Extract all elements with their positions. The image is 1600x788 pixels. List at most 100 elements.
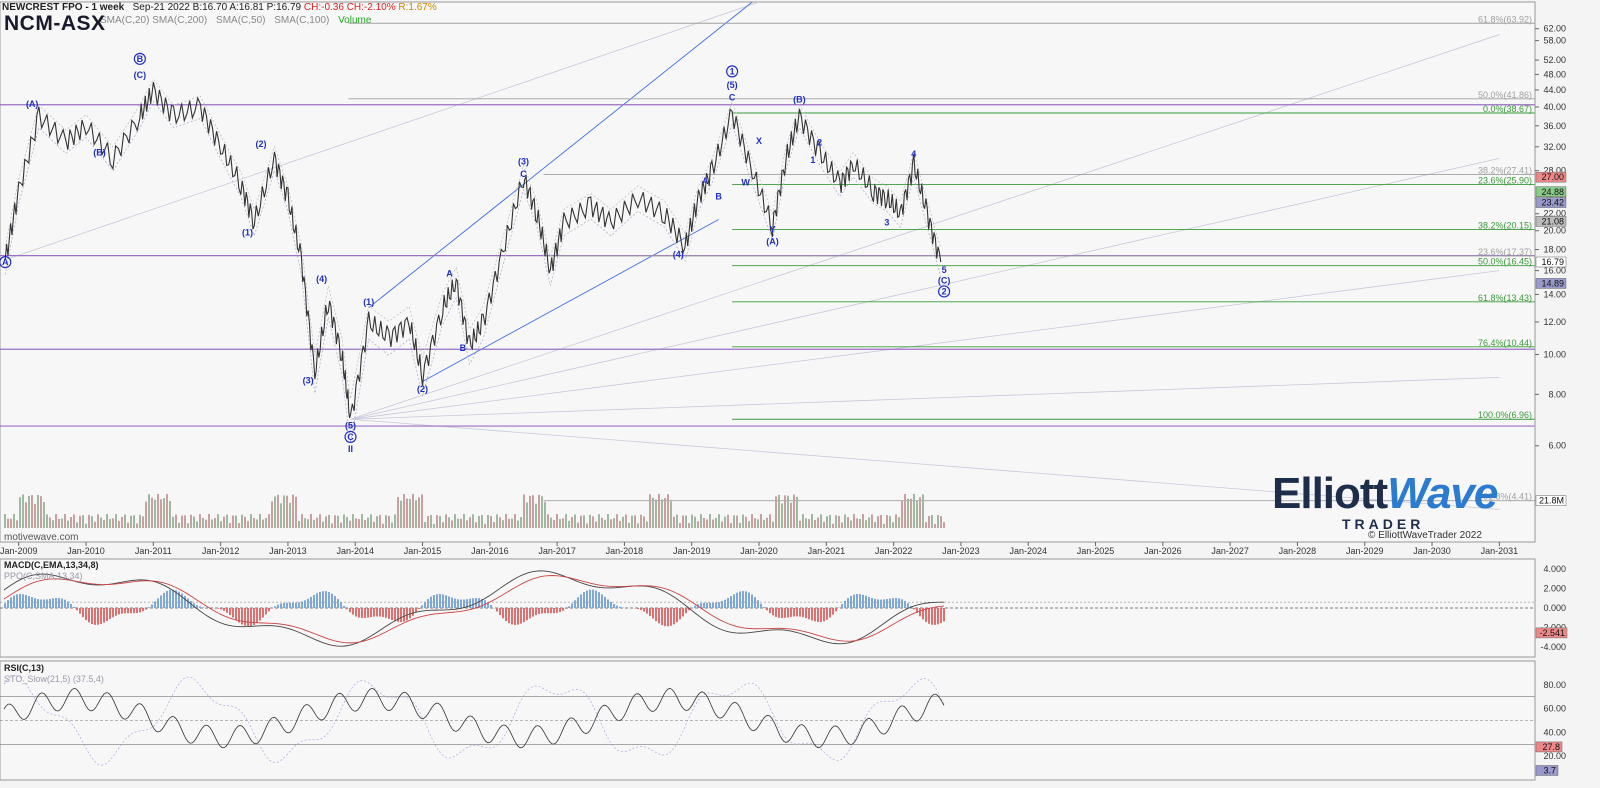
volume-bar [721, 521, 723, 528]
macd-hist [355, 608, 357, 616]
x-tick-label-1: Jan-2010 [67, 546, 105, 556]
x-tick-label-18: Jan-2027 [1211, 546, 1249, 556]
macd-hist [235, 608, 237, 620]
macd-hist [727, 598, 729, 608]
volume-bar [73, 514, 75, 528]
macd-hist [115, 608, 117, 616]
macd-hist [433, 595, 435, 608]
macd-hist [883, 599, 885, 608]
volume-bar [415, 500, 417, 528]
macd-tick-0: 4.000 [1543, 564, 1566, 574]
volume-bar [226, 515, 228, 528]
macd-hist [85, 608, 87, 620]
macd-hist [820, 608, 822, 622]
macd-hist [862, 595, 864, 608]
volume-bar [319, 514, 321, 528]
rsi-last2: 3.7 [1543, 765, 1556, 775]
volume-bar [130, 516, 132, 528]
volume-bar [754, 518, 756, 528]
volume-bar [871, 514, 873, 528]
volume-bar [436, 515, 438, 528]
macd-hist [160, 595, 162, 608]
volume-bar [601, 518, 603, 528]
fib-label-5: 38.2%(20.15) [1478, 220, 1532, 230]
macd-hist [322, 591, 324, 608]
volume-bar [364, 520, 366, 528]
volume-bar [382, 524, 384, 528]
volume-bar [454, 514, 456, 528]
ind-sma100[interactable]: SMA(C,100) [274, 15, 329, 26]
macd-hist [808, 608, 810, 619]
macd-hist [301, 602, 303, 608]
ind-volume[interactable]: Volume [338, 15, 371, 26]
wave-label-2: (B) [93, 147, 106, 157]
volume-bar [316, 518, 318, 528]
macd-hist [343, 606, 345, 608]
macd-hist [742, 591, 744, 608]
macd-hist [670, 608, 672, 626]
ind-sma20[interactable]: SMA(C,20) [100, 15, 149, 26]
macd-hist [10, 597, 12, 608]
volume-bar [409, 499, 411, 528]
macd-hist [202, 607, 204, 608]
volume-bar [145, 502, 147, 528]
volume-bar [679, 523, 681, 528]
macd-hist [19, 594, 21, 608]
macd-hist [37, 599, 39, 608]
price-tick-label-15: 12.00 [1543, 317, 1566, 327]
macd-hist [583, 592, 585, 608]
macd-hist [703, 603, 705, 608]
volume-bar [190, 515, 192, 528]
wave-label-26: Y [769, 225, 775, 235]
volume-bar [730, 523, 732, 528]
fib-label-6: 23.6%(17.37) [1478, 247, 1532, 257]
volume-bar [229, 523, 231, 528]
macd-hist [592, 590, 594, 608]
x-tick-label-21: Jan-2030 [1413, 546, 1451, 556]
volume-bar [784, 495, 786, 528]
volume-bar [811, 514, 813, 528]
volume-bar [328, 515, 330, 528]
macd-hist [589, 590, 591, 608]
volume-bar [832, 524, 834, 528]
volume-bar [427, 516, 429, 528]
macd-hist [901, 599, 903, 608]
ind-sma200[interactable]: SMA(C,200) [152, 15, 207, 26]
price-tick-label-16: 10.00 [1543, 350, 1566, 360]
volume-bar [181, 516, 183, 528]
ind-sma50[interactable]: SMA(C,50) [216, 15, 265, 26]
volume-bar [91, 516, 93, 528]
macd-hist [904, 601, 906, 608]
volume-bar [589, 515, 591, 528]
volume-bar [304, 518, 306, 528]
macd-hist [331, 594, 333, 608]
price-tick-label-3: 48.00 [1543, 69, 1566, 79]
macd-hist [22, 594, 24, 608]
price-tag-5: 14.89 [1541, 278, 1564, 288]
volume-bar [397, 497, 399, 528]
macd-hist [709, 603, 711, 608]
volume-bar [646, 521, 648, 528]
macd-hist [184, 596, 186, 608]
volume-bar [655, 500, 657, 528]
volume-bar [184, 515, 186, 528]
volume-bar [835, 515, 837, 528]
macd-hist [613, 604, 615, 608]
wave-label-27: (A) [766, 237, 779, 247]
volume-bar [124, 515, 126, 528]
volume-bar [580, 516, 582, 528]
x-tick-label-20: Jan-2029 [1346, 546, 1384, 556]
macd-hist [520, 608, 522, 624]
macd-hist [847, 598, 849, 608]
volume-bar [934, 524, 936, 528]
volume-bar [67, 521, 69, 528]
macd-hist [574, 600, 576, 608]
logo-wave: Wave [1387, 469, 1497, 518]
volume-bar [850, 521, 852, 528]
volume-bar [928, 516, 930, 528]
macd-hist [775, 608, 777, 617]
macd-hist [172, 590, 174, 608]
macd-hist [556, 608, 558, 613]
x-tick-label-6: Jan-2015 [404, 546, 442, 556]
